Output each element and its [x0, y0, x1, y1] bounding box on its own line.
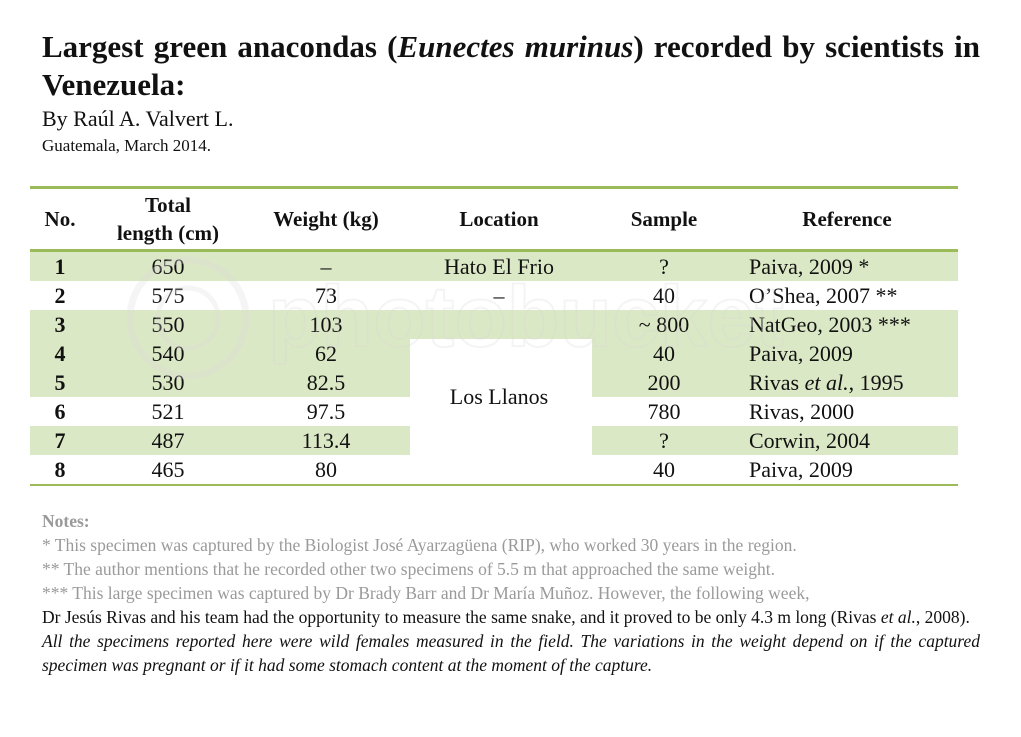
title-species: Eunectes murinus: [397, 29, 634, 64]
table-row: 4 540 62 40 Paiva, 2009: [30, 339, 958, 368]
cell-sample: 780: [647, 399, 681, 424]
header-length-line2: length (cm): [116, 221, 220, 245]
table-row: 6 521 97.5 780 Rivas, 2000: [30, 397, 958, 426]
table-row: 2 575 73 – 40 O’Shea, 2007 **: [30, 281, 958, 310]
cell-sample: ?: [659, 428, 669, 453]
header-length-line1: Total: [145, 193, 191, 217]
cell-weight: 103: [309, 312, 343, 337]
cell-weight: –: [320, 254, 332, 279]
cell-length: 575: [151, 283, 185, 308]
cell-sample: 40: [653, 457, 675, 482]
title-part1: Largest green anacondas (: [42, 29, 398, 64]
reference-author: Rivas: [749, 370, 805, 395]
note-3-continuation: Dr Jesús Rivas and his team had the oppo…: [42, 605, 980, 629]
author-byline: By Raúl A. Valvert L.: [42, 106, 234, 131]
cell-location: Hato El Frio: [444, 254, 554, 279]
cell-length: 487: [151, 428, 185, 453]
header-reference: Reference: [802, 207, 892, 231]
cell-length: 521: [151, 399, 185, 424]
cell-length: 530: [151, 370, 185, 395]
cell-weight: 113.4: [301, 428, 351, 453]
cell-reference: Rivas, 2000: [749, 399, 855, 424]
cell-reference: O’Shea, 2007 **: [749, 283, 898, 308]
cell-no: 3: [54, 312, 66, 337]
cell-reference: Paiva, 2009 *: [749, 254, 870, 279]
reference-year: , 1995: [848, 370, 904, 395]
cell-reference: NatGeo, 2003 ***: [749, 312, 911, 337]
cell-no: 7: [54, 428, 66, 453]
cell-no: 4: [54, 341, 66, 366]
cell-weight: 80: [315, 457, 337, 482]
table-top-rule: [30, 186, 958, 189]
cell-reference: Corwin, 2004: [749, 428, 870, 453]
table-bottom-rule: [30, 484, 958, 486]
cell-sample: 40: [653, 341, 675, 366]
cell-length: 550: [151, 312, 185, 337]
header-no: No.: [44, 207, 76, 231]
header-weight: Weight (kg): [273, 207, 379, 231]
cell-sample: ?: [659, 254, 669, 279]
cell-no: 8: [54, 457, 66, 482]
cell-location-merged: Los Llanos: [449, 384, 549, 409]
closing-note: All the specimens reported here were wil…: [42, 631, 980, 675]
note-3-etal: et al.: [880, 607, 916, 627]
cell-reference: Paiva, 2009: [749, 457, 853, 482]
table-row: 1 650 – Hato El Frio ? Paiva, 2009 *: [30, 252, 958, 281]
cell-location: –: [493, 283, 505, 308]
cell-no: 1: [54, 254, 66, 279]
cell-weight: 82.5: [306, 370, 346, 395]
cell-sample: 40: [653, 283, 675, 308]
cell-weight: 62: [315, 341, 337, 366]
header-location: Location: [459, 207, 539, 231]
cell-no: 5: [54, 370, 66, 395]
note-2: ** The author mentions that he recorded …: [42, 559, 776, 579]
cell-reference: Paiva, 2009: [749, 341, 853, 366]
cell-length: 650: [151, 254, 185, 279]
header-length: Total length (cm): [98, 189, 238, 249]
title-part2: ) recorded by scientists in Venezuela:: [42, 29, 980, 102]
cell-length: 465: [151, 457, 185, 482]
cell-reference: Rivas et al., 1995: [749, 368, 954, 397]
cell-length: 540: [151, 341, 185, 366]
table-row: 8 465 80 40 Paiva, 2009: [30, 455, 958, 484]
merged-location-cell: [410, 339, 592, 484]
reference-etal: et al.: [804, 370, 849, 395]
page-title: Largest green anacondas (Eunectes murinu…: [42, 28, 980, 104]
notes: Notes: * This specimen was captured by t…: [42, 509, 980, 677]
note-1: * This specimen was captured by the Biol…: [42, 535, 797, 555]
cell-sample: 200: [647, 370, 681, 395]
cell-no: 6: [54, 399, 66, 424]
cell-sample: ~ 800: [638, 312, 690, 337]
note-3-intro: *** This large specimen was captured by …: [42, 583, 810, 603]
cell-no: 2: [54, 283, 66, 308]
cell-weight: 97.5: [306, 399, 346, 424]
dateline: Guatemala, March 2014.: [42, 136, 211, 155]
note-3-year: , 2008).: [915, 607, 970, 627]
note-3-text: Dr Jesús Rivas and his team had the oppo…: [42, 607, 881, 627]
table-header-rule: [30, 249, 958, 252]
header-sample: Sample: [630, 207, 698, 231]
notes-heading: Notes:: [42, 511, 90, 531]
cell-weight: 73: [315, 283, 337, 308]
table-row: 3 550 103 ~ 800 NatGeo, 2003 ***: [30, 310, 958, 339]
